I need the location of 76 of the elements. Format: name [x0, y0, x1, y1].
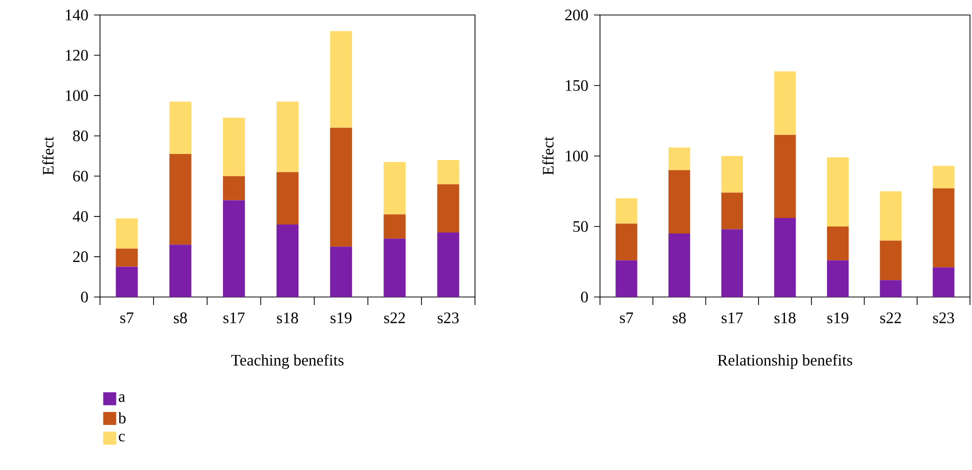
- x-tick-label: s22: [384, 312, 405, 324]
- bar: [721, 229, 743, 297]
- bar: [774, 134, 796, 218]
- legend-label: b: [118, 412, 126, 424]
- bar: [384, 162, 406, 214]
- y-tick-label: 200: [565, 10, 588, 20]
- y-tick-label: 120: [66, 50, 88, 61]
- bar: [169, 154, 192, 245]
- bar: [222, 176, 245, 200]
- bar: [880, 280, 902, 297]
- bar: [384, 238, 406, 297]
- bar: [116, 266, 138, 297]
- y-tick-label: 100: [66, 90, 88, 101]
- x-tick-label: s8: [174, 312, 187, 324]
- bar: [616, 224, 638, 260]
- bar: [880, 240, 902, 280]
- x-tick-label: s23: [438, 312, 459, 324]
- bar: [330, 128, 352, 247]
- x-tick-label: s23: [933, 312, 954, 324]
- x-tick-label: s19: [330, 312, 352, 324]
- x-tick-label: s8: [672, 312, 686, 324]
- y-tick-label: 150: [566, 80, 588, 91]
- x-tick-label: s18: [277, 312, 298, 324]
- bar: [668, 170, 690, 234]
- bar: [276, 224, 298, 297]
- bar: [668, 148, 690, 170]
- bar: [827, 226, 849, 260]
- y-axis-title: Effect: [542, 136, 554, 175]
- bar: [330, 31, 352, 128]
- bar: [827, 157, 849, 226]
- bar: [330, 246, 352, 297]
- bar: [774, 218, 796, 297]
- y-tick-label: 100: [566, 150, 588, 162]
- x-tick-label: s7: [120, 312, 134, 324]
- bar: [222, 118, 245, 176]
- bar: [932, 188, 954, 268]
- bar: [222, 200, 245, 297]
- x-tick-label: s19: [827, 312, 848, 324]
- y-tick-label: 0: [581, 292, 588, 302]
- y-tick-label: 140: [66, 10, 88, 20]
- y-tick-label: 20: [73, 251, 88, 262]
- bar: [437, 160, 460, 184]
- bar: [616, 260, 638, 297]
- y-tick-label: 80: [73, 130, 88, 142]
- bar: [437, 184, 460, 233]
- x-tick-label: s17: [223, 312, 245, 324]
- x-tick-label: s18: [774, 312, 796, 324]
- x-tick-label: s17: [722, 312, 743, 324]
- bar: [116, 248, 138, 267]
- bar: [721, 192, 743, 230]
- y-axis-title: Effect: [42, 136, 54, 175]
- bar: [384, 214, 406, 239]
- bar: [774, 71, 796, 135]
- bar: [932, 166, 954, 188]
- bar: [276, 172, 298, 224]
- legend-label: a: [118, 394, 126, 402]
- x-axis-title: Relationship benefits: [718, 354, 852, 369]
- y-tick-label: 60: [73, 170, 88, 182]
- bar: [932, 267, 954, 297]
- bar: [169, 244, 192, 297]
- bar: [116, 218, 138, 249]
- y-tick-label: 0: [81, 292, 88, 302]
- y-tick-label: 50: [573, 221, 588, 232]
- bar: [668, 234, 690, 297]
- bar: [276, 102, 298, 172]
- bar: [880, 191, 902, 241]
- x-tick-label: s7: [620, 312, 634, 324]
- bar: [169, 102, 192, 154]
- x-axis-title: Teaching benefits: [231, 354, 344, 369]
- x-tick-label: s22: [880, 312, 901, 324]
- legend-label: c: [118, 434, 125, 442]
- y-tick-label: 40: [72, 211, 88, 222]
- bar: [616, 198, 638, 224]
- bar: [437, 232, 460, 297]
- bar: [721, 156, 743, 193]
- bar: [827, 260, 849, 297]
